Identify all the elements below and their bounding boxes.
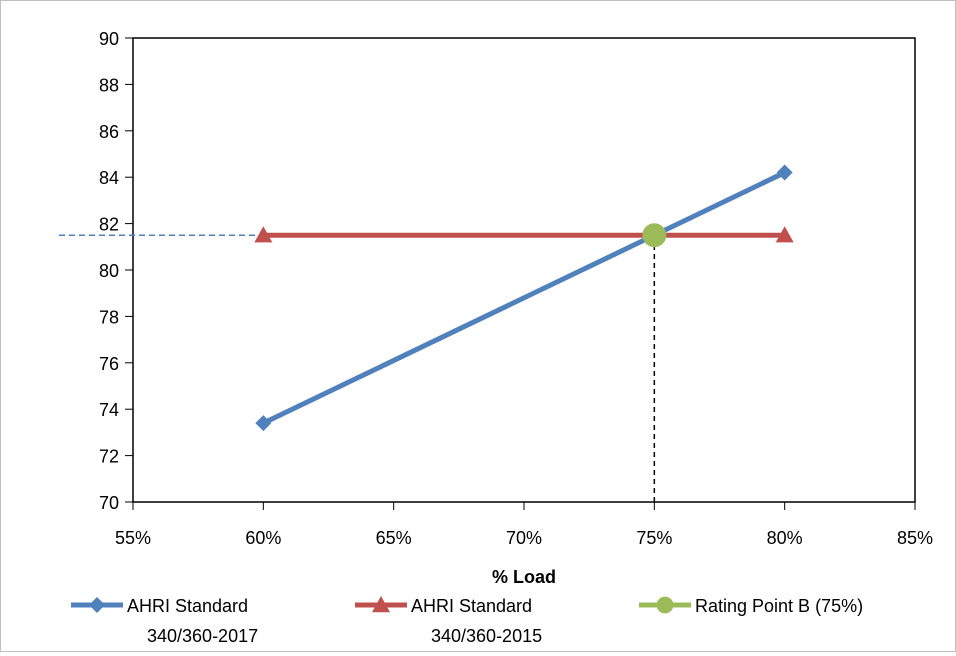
series-2 [642,223,667,248]
legend-marker [656,596,674,614]
x-tick-label: 75% [636,528,672,548]
legend-label: AHRI Standard [411,596,532,616]
plot-area [132,37,916,503]
y-tick-label: 72 [99,447,119,467]
data-point-diamond [776,164,793,181]
legend-entry-1: AHRI Standard 340/360-2015 [355,596,542,646]
y-tick-label: 74 [99,400,119,420]
y-tick-label: 82 [99,215,119,235]
x-tick-label: 65% [376,528,412,548]
y-tick-label: 70 [99,493,119,513]
y-tick-label: 88 [99,75,119,95]
series-layer [254,164,794,432]
series-line [260,170,788,426]
data-point-triangle [254,226,273,243]
data-point-diamond [255,415,272,432]
y-tick-label: 76 [99,354,119,374]
legend-label: AHRI Standard [127,596,248,616]
x-tick-label: 70% [506,528,542,548]
series-0 [255,164,793,432]
legend-entry-2: Rating Point B (75%) [639,596,863,616]
x-tick-label: 85% [897,528,933,548]
x-tick-label: 60% [245,528,281,548]
y-tick-label: 84 [99,168,119,188]
x-tick-label: 80% [767,528,803,548]
y-tick-label: 78 [99,307,119,327]
y-tick-label: 90 [99,29,119,49]
axes: 70 72 74 76 78 80 82 84 86 88 90 55% 60% 65% 70% 75% 80%… [99,29,933,548]
legend-marker [89,597,105,613]
y-tick-label: 80 [99,261,119,281]
legend-entry-0: AHRI Standard 340/360-2017 [71,596,258,646]
x-tick-label: 55% [115,528,151,548]
y-tick-label: 86 [99,122,119,142]
legend: AHRI Standard 340/360-2017 AHRI Standard 34… [71,596,863,646]
series-1 [254,226,794,243]
data-point-circle [642,223,667,248]
data-point-triangle [775,226,794,243]
legend-marker [372,596,390,613]
legend-label: 340/360-2017 [147,626,258,646]
x-axis-title: % Load [492,567,556,587]
legend-label: 340/360-2015 [431,626,542,646]
legend-label: Rating Point B (75%) [695,596,863,616]
